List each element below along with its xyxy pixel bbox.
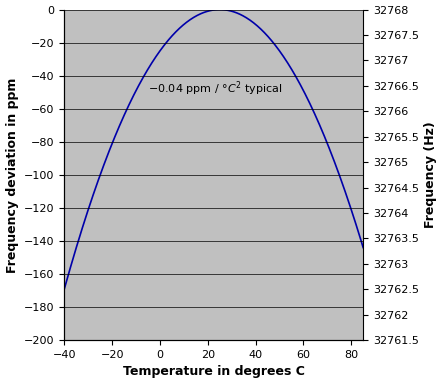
Y-axis label: Frequency (Hz): Frequency (Hz): [424, 121, 437, 228]
X-axis label: Temperature in degrees C: Temperature in degrees C: [123, 366, 305, 379]
Text: $-0.04\ \mathrm{ppm}\ /\ °C^2\ \mathrm{typical}$: $-0.04\ \mathrm{ppm}\ /\ °C^2\ \mathrm{t…: [148, 79, 283, 98]
Y-axis label: Frequency deviation in ppm: Frequency deviation in ppm: [6, 77, 19, 273]
